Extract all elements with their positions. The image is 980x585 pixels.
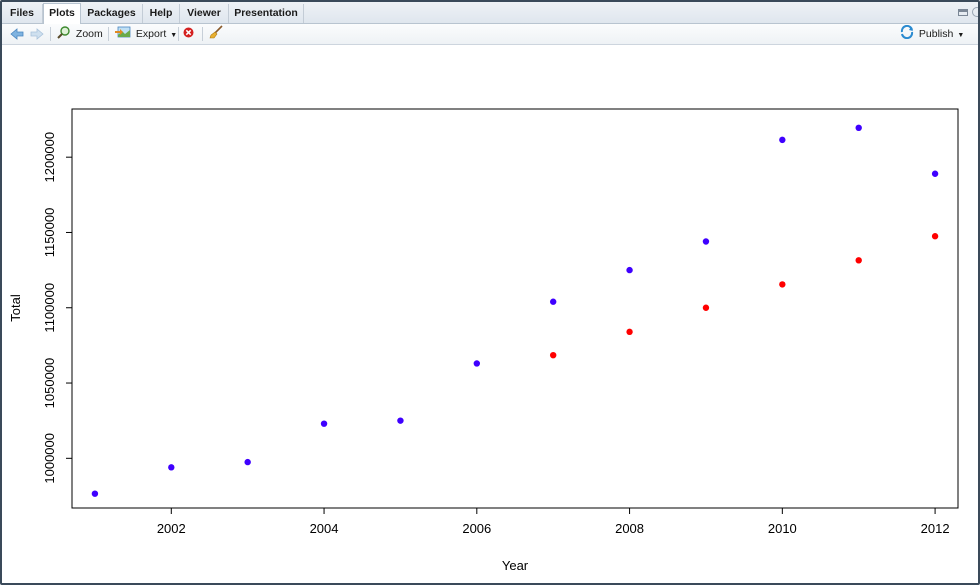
blue-data-point bbox=[473, 360, 481, 367]
zoom-button[interactable]: Zoom bbox=[57, 24, 103, 44]
red-data-point bbox=[702, 304, 710, 311]
x-tick-label: 2010 bbox=[768, 521, 797, 536]
y-tick-label: 1000000 bbox=[42, 433, 57, 484]
publish-button[interactable]: Publish ▼ bbox=[900, 24, 964, 44]
magnifier-icon bbox=[57, 26, 70, 39]
broom-icon bbox=[209, 25, 223, 39]
back-button[interactable] bbox=[10, 24, 24, 44]
blue-data-point bbox=[549, 298, 557, 305]
plot-viewport: 2002 2004 2006 2008 2010 2012 1000000 1050000 1… bbox=[2, 45, 978, 583]
blue-data-point bbox=[168, 464, 175, 471]
y-tick-label: 1050000 bbox=[42, 358, 57, 409]
blue-data-point bbox=[397, 417, 404, 424]
chevron-down-icon: ▼ bbox=[957, 32, 965, 39]
forward-button[interactable] bbox=[30, 24, 44, 44]
chevron-down-icon: ▼ bbox=[170, 32, 178, 39]
x-tick-label: 2012 bbox=[921, 521, 950, 536]
publish-icon bbox=[900, 24, 914, 40]
tab-files[interactable]: Files bbox=[2, 4, 43, 23]
zoom-label: Zoom bbox=[75, 28, 103, 40]
tab-presentation[interactable]: Presentation bbox=[229, 4, 304, 23]
blue-data-point bbox=[702, 238, 710, 245]
remove-plot-icon bbox=[183, 27, 194, 38]
minimize-pane-icon[interactable] bbox=[958, 9, 968, 16]
x-tick-label: 2006 bbox=[462, 521, 491, 536]
red-data-point bbox=[549, 351, 557, 359]
plots-toolbar: Zoom Export ▼ Publish ▼ bbox=[2, 24, 978, 45]
x-tick-label: 2008 bbox=[615, 521, 644, 536]
x-tick-label: 2002 bbox=[157, 521, 186, 536]
remove-plot-button[interactable] bbox=[183, 24, 194, 44]
tab-help[interactable]: Help bbox=[143, 4, 180, 23]
tab-viewer[interactable]: Viewer bbox=[180, 4, 229, 23]
blue-data-point bbox=[244, 458, 251, 466]
tab-packages[interactable]: Packages bbox=[81, 4, 143, 23]
pane-tab-bar: Files Plots Packages Help Viewer Present… bbox=[2, 2, 978, 24]
scatter-plot: 2002 2004 2006 2008 2010 2012 100000010500001… bbox=[8, 108, 959, 573]
publish-label: Publish bbox=[918, 28, 954, 40]
plot-frame bbox=[71, 108, 959, 509]
export-label: Export bbox=[135, 28, 167, 40]
export-button[interactable]: Export ▼ bbox=[115, 24, 177, 44]
y-axis: 1000000 1050000 1100000 1150000 1200000 bbox=[42, 132, 73, 484]
tab-plots[interactable]: Plots bbox=[43, 3, 81, 24]
red-data-point bbox=[855, 257, 862, 264]
data-points bbox=[91, 124, 939, 497]
blue-data-point bbox=[320, 420, 328, 427]
blue-data-point bbox=[91, 490, 99, 497]
x-axis: 2002 2004 2006 2008 2010 2012 bbox=[157, 507, 950, 536]
x-axis-label: Year bbox=[502, 558, 529, 573]
clear-plots-button[interactable] bbox=[209, 24, 223, 44]
arrow-left-icon bbox=[10, 28, 24, 40]
red-data-point bbox=[931, 233, 939, 240]
maximize-pane-icon[interactable] bbox=[972, 7, 978, 17]
red-data-point bbox=[626, 328, 633, 336]
y-tick-label: 1150000 bbox=[42, 208, 57, 258]
y-axis-label: Total bbox=[8, 294, 23, 322]
blue-data-point bbox=[931, 170, 939, 177]
blue-data-point bbox=[779, 136, 786, 144]
red-data-point bbox=[779, 281, 786, 288]
y-tick-label: 1100000 bbox=[42, 283, 57, 333]
blue-data-point bbox=[855, 124, 862, 132]
arrow-right-icon bbox=[30, 28, 44, 40]
x-tick-label: 2004 bbox=[310, 521, 339, 536]
y-tick-label: 1200000 bbox=[42, 132, 57, 183]
export-image-icon bbox=[115, 26, 131, 38]
blue-data-point bbox=[626, 266, 633, 274]
